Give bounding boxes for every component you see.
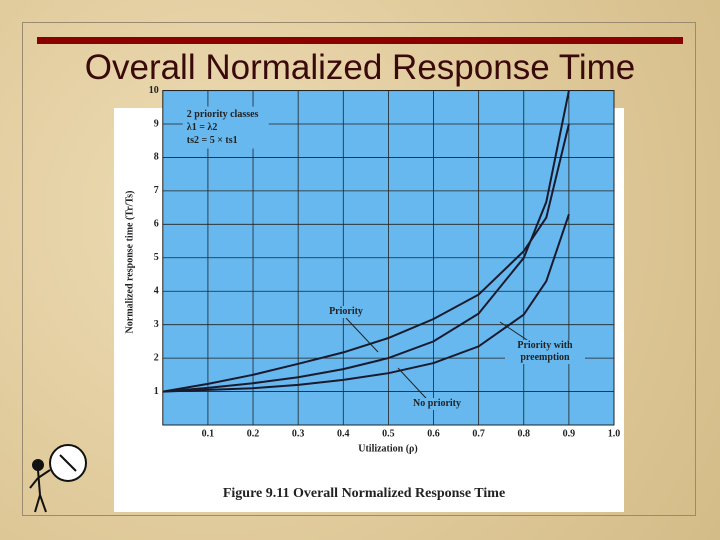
y-tick-label: 4 bbox=[154, 286, 159, 297]
y-tick-label: 1 bbox=[154, 386, 159, 397]
x-tick-label: 0.4 bbox=[337, 428, 350, 439]
info-box-line: λ1 = λ2 bbox=[187, 122, 218, 133]
chart-caption: Figure 9.11 Overall Normalized Response … bbox=[223, 486, 505, 501]
x-tick-label: 1.0 bbox=[608, 428, 621, 439]
x-tick-label: 0.7 bbox=[472, 428, 485, 439]
y-tick-label: 3 bbox=[154, 319, 159, 330]
y-tick-label: 9 bbox=[154, 118, 159, 129]
annotation: Priority with preemption bbox=[505, 340, 585, 364]
y-tick-label: 8 bbox=[154, 152, 159, 163]
title-bar bbox=[37, 37, 683, 44]
series-line bbox=[162, 90, 570, 393]
y-tick-label: 2 bbox=[154, 352, 159, 363]
x-tick-label: 0.6 bbox=[427, 428, 440, 439]
info-box-line: ts2 = 5 × ts1 bbox=[187, 135, 238, 146]
x-tick-label: 0.5 bbox=[382, 428, 395, 439]
x-tick-label: 0.1 bbox=[202, 428, 215, 439]
y-axis-label: Normalized response time (Tr/Ts) bbox=[124, 191, 135, 334]
info-box-bg bbox=[182, 106, 269, 149]
slide-frame bbox=[22, 22, 696, 516]
annotation: No priority bbox=[407, 398, 467, 410]
x-tick-label: 0.2 bbox=[247, 428, 260, 439]
info-box-line: 2 priority classes bbox=[187, 109, 259, 120]
slide-title: Overall Normalized Response Time bbox=[84, 48, 636, 87]
annotation: Priority bbox=[324, 306, 368, 318]
series-line bbox=[162, 213, 570, 393]
y-tick-label: 5 bbox=[154, 252, 159, 263]
y-tick-label: 6 bbox=[154, 219, 159, 230]
annotation-arrow bbox=[345, 317, 379, 353]
clip-art bbox=[29, 444, 87, 513]
x-tick-label: 0.9 bbox=[563, 428, 576, 439]
x-axis-label: Utilization (ρ) bbox=[358, 443, 418, 454]
info-box: 2 priority classes λ1 = λ2 ts2 = 5 × ts1 bbox=[182, 106, 269, 149]
y-tick-label: 10 bbox=[149, 85, 159, 96]
y-tick-label: 7 bbox=[154, 185, 159, 196]
x-tick-label: 0.8 bbox=[518, 428, 531, 439]
x-tick-label: 0.3 bbox=[292, 428, 305, 439]
